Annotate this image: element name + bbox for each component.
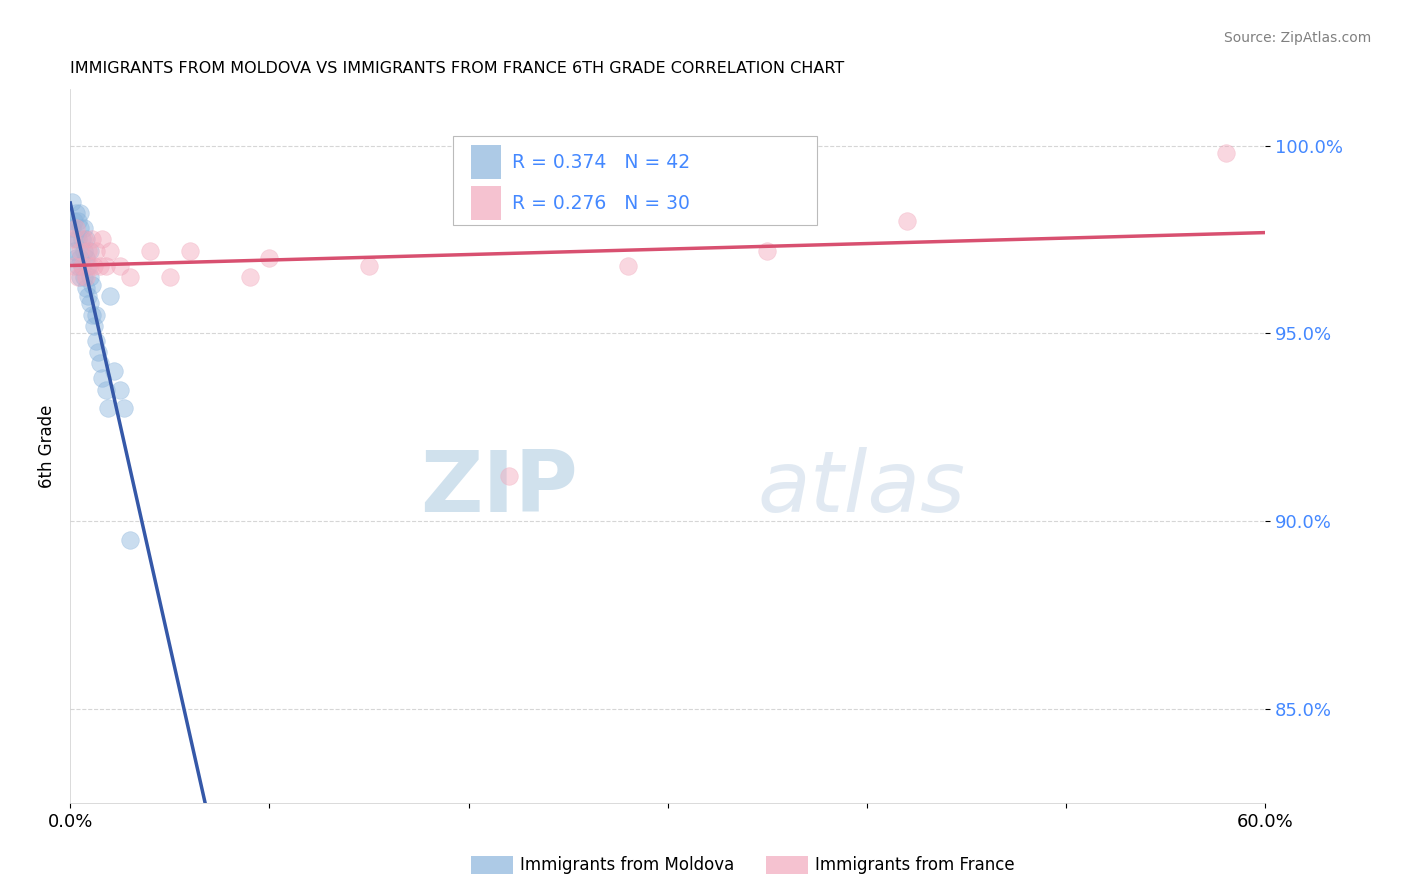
Point	[65, 221, 87, 235]
Point	[69, 221, 91, 235]
Point	[65, 206, 87, 220]
Point	[91, 232, 114, 246]
Point	[159, 270, 181, 285]
FancyBboxPatch shape	[453, 136, 817, 225]
Point	[89, 259, 111, 273]
Text: atlas: atlas	[758, 447, 966, 531]
Point	[75, 232, 97, 246]
Point	[75, 270, 97, 285]
Text: ZIP: ZIP	[420, 447, 578, 531]
Point	[1215, 146, 1237, 161]
Point	[120, 270, 141, 285]
Point	[60, 194, 83, 209]
Point	[259, 251, 281, 265]
Text: R = 0.276   N = 30: R = 0.276 N = 30	[513, 194, 690, 212]
Text: IMMIGRANTS FROM MOLDOVA VS IMMIGRANTS FROM FRANCE 6TH GRADE CORRELATION CHART: IMMIGRANTS FROM MOLDOVA VS IMMIGRANTS FR…	[70, 61, 845, 76]
Point	[69, 206, 91, 220]
Point	[67, 259, 90, 273]
Point	[69, 270, 91, 285]
Point	[73, 244, 96, 258]
Point	[65, 232, 87, 246]
Point	[83, 259, 105, 273]
Point	[617, 259, 640, 273]
Point	[98, 244, 121, 258]
Text: Immigrants from Moldova: Immigrants from Moldova	[520, 856, 734, 874]
Point	[67, 232, 90, 246]
Point	[96, 259, 117, 273]
Text: Source: ZipAtlas.com: Source: ZipAtlas.com	[1223, 31, 1371, 45]
Point	[73, 221, 96, 235]
Point	[756, 244, 779, 258]
Point	[239, 270, 262, 285]
Point	[89, 356, 111, 370]
Point	[120, 533, 141, 547]
Point	[82, 232, 104, 246]
Point	[67, 213, 90, 227]
Point	[84, 244, 107, 258]
Point	[83, 318, 105, 333]
Point	[896, 213, 918, 227]
Point	[108, 259, 131, 273]
Point	[73, 232, 96, 246]
Point	[77, 289, 100, 303]
Point	[98, 289, 121, 303]
Point	[112, 401, 135, 416]
Point	[91, 371, 114, 385]
Point	[139, 244, 162, 258]
Point	[75, 281, 97, 295]
Text: R = 0.374   N = 42: R = 0.374 N = 42	[513, 153, 690, 171]
Bar	[471, 145, 501, 179]
Point	[103, 364, 125, 378]
Text: Immigrants from France: Immigrants from France	[815, 856, 1015, 874]
Point	[69, 244, 91, 258]
Point	[79, 259, 101, 273]
Point	[63, 259, 86, 273]
Point	[359, 259, 381, 273]
Point	[96, 383, 117, 397]
Point	[87, 345, 110, 359]
Point	[97, 401, 120, 416]
Bar	[471, 186, 501, 220]
Point	[73, 270, 96, 285]
Y-axis label: 6th Grade: 6th Grade	[38, 404, 56, 488]
Point	[70, 259, 93, 273]
Point	[82, 308, 104, 322]
Point	[77, 244, 100, 258]
Point	[79, 296, 101, 310]
Point	[79, 244, 101, 258]
Point	[70, 232, 93, 246]
Point	[60, 221, 83, 235]
Point	[75, 251, 97, 265]
Point	[498, 469, 520, 483]
Point	[63, 213, 86, 227]
Point	[77, 259, 100, 273]
Point	[60, 232, 83, 246]
Point	[179, 244, 201, 258]
Point	[82, 277, 104, 292]
Point	[70, 259, 93, 273]
Point	[67, 270, 90, 285]
Point	[63, 244, 86, 258]
Point	[79, 270, 101, 285]
Point	[108, 383, 131, 397]
Point	[84, 334, 107, 348]
Point	[69, 251, 91, 265]
Point	[84, 308, 107, 322]
Point	[65, 251, 87, 265]
